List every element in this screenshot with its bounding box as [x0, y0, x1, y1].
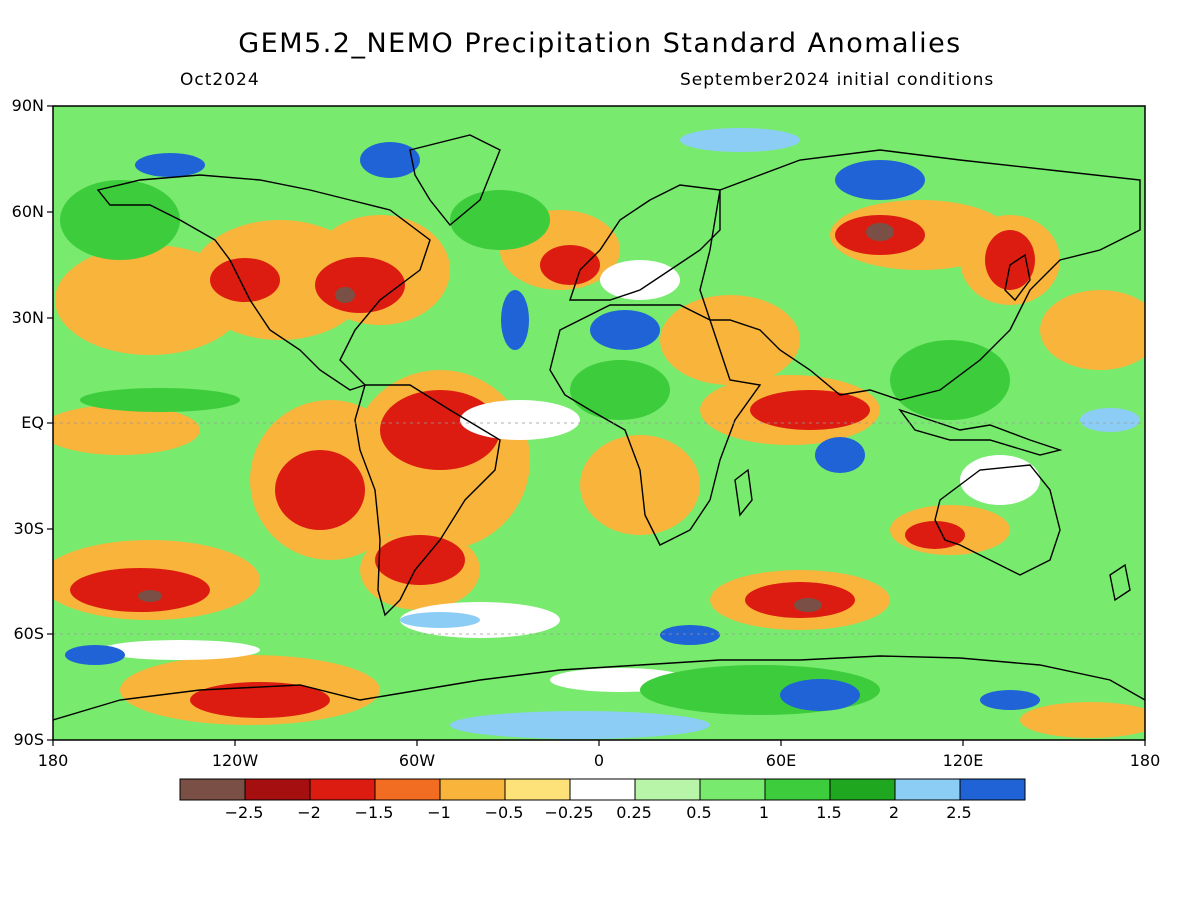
lon-label-60w: 60W: [398, 751, 436, 770]
colorbar-swatch: [959, 778, 1026, 801]
map-title: GEM5.2_NEMO Precipitation Standard Anoma…: [238, 28, 962, 59]
initial-conditions: September2024 initial conditions: [680, 70, 995, 90]
colorbar-swatch: [894, 778, 961, 801]
colorbar-swatch: [699, 778, 766, 801]
lon-label-60e: 60E: [765, 751, 797, 770]
colorbar-label: −2.5: [224, 803, 264, 822]
colorbar-swatch: [179, 778, 246, 801]
coastlines: [53, 134, 1145, 721]
lon-label-0: 0: [593, 751, 605, 770]
map-field: [53, 106, 1145, 740]
lon-label-180w: 180: [37, 751, 69, 770]
colorbar-label: −1.5: [354, 803, 394, 822]
colorbar-label: 0.5: [686, 803, 712, 822]
lon-label-180e: 180: [1129, 751, 1161, 770]
lon-label-120w: 120W: [211, 751, 259, 770]
colorbar-swatch: [634, 778, 701, 801]
colorbar-swatch: [764, 778, 831, 801]
lat-label-eq: EQ: [21, 413, 44, 432]
lat-label-90n: 90N: [11, 96, 44, 115]
lat-label-30s: 30S: [13, 519, 44, 538]
colorbar-label: 0.25: [616, 803, 652, 822]
very-wet-regions: [65, 142, 1040, 711]
colorbar-swatch: [309, 778, 376, 801]
colorbar-label: 2: [888, 803, 900, 822]
lat-label-30n: 30N: [11, 308, 44, 327]
colorbar-swatch: [374, 778, 441, 801]
colorbar: [179, 778, 1026, 801]
colorbar-label: −1: [427, 803, 451, 822]
colorbar-label: −0.5: [484, 803, 524, 822]
colorbar-swatch: [829, 778, 896, 801]
axis-ticks: [47, 105, 1146, 746]
colorbar-label: −2: [297, 803, 321, 822]
lat-label-60s: 60S: [13, 624, 44, 643]
lat-label-60n: 60N: [11, 202, 44, 221]
graticule: [53, 422, 1145, 635]
wet-light-blue-regions: [400, 128, 1140, 739]
extreme-dry-spots: [138, 223, 894, 612]
colorbar-label: 1.5: [816, 803, 842, 822]
lon-label-120e: 120E: [942, 751, 984, 770]
colorbar-label: 2.5: [946, 803, 972, 822]
colorbar-swatch: [569, 778, 636, 801]
lat-label-90s: 90S: [13, 730, 44, 749]
colorbar-swatch: [439, 778, 506, 801]
colorbar-swatch: [244, 778, 311, 801]
forecast-month: Oct2024: [180, 70, 260, 90]
colorbar-swatch: [504, 778, 571, 801]
colorbar-label: 1: [758, 803, 770, 822]
colorbar-label: −0.25: [544, 803, 594, 822]
